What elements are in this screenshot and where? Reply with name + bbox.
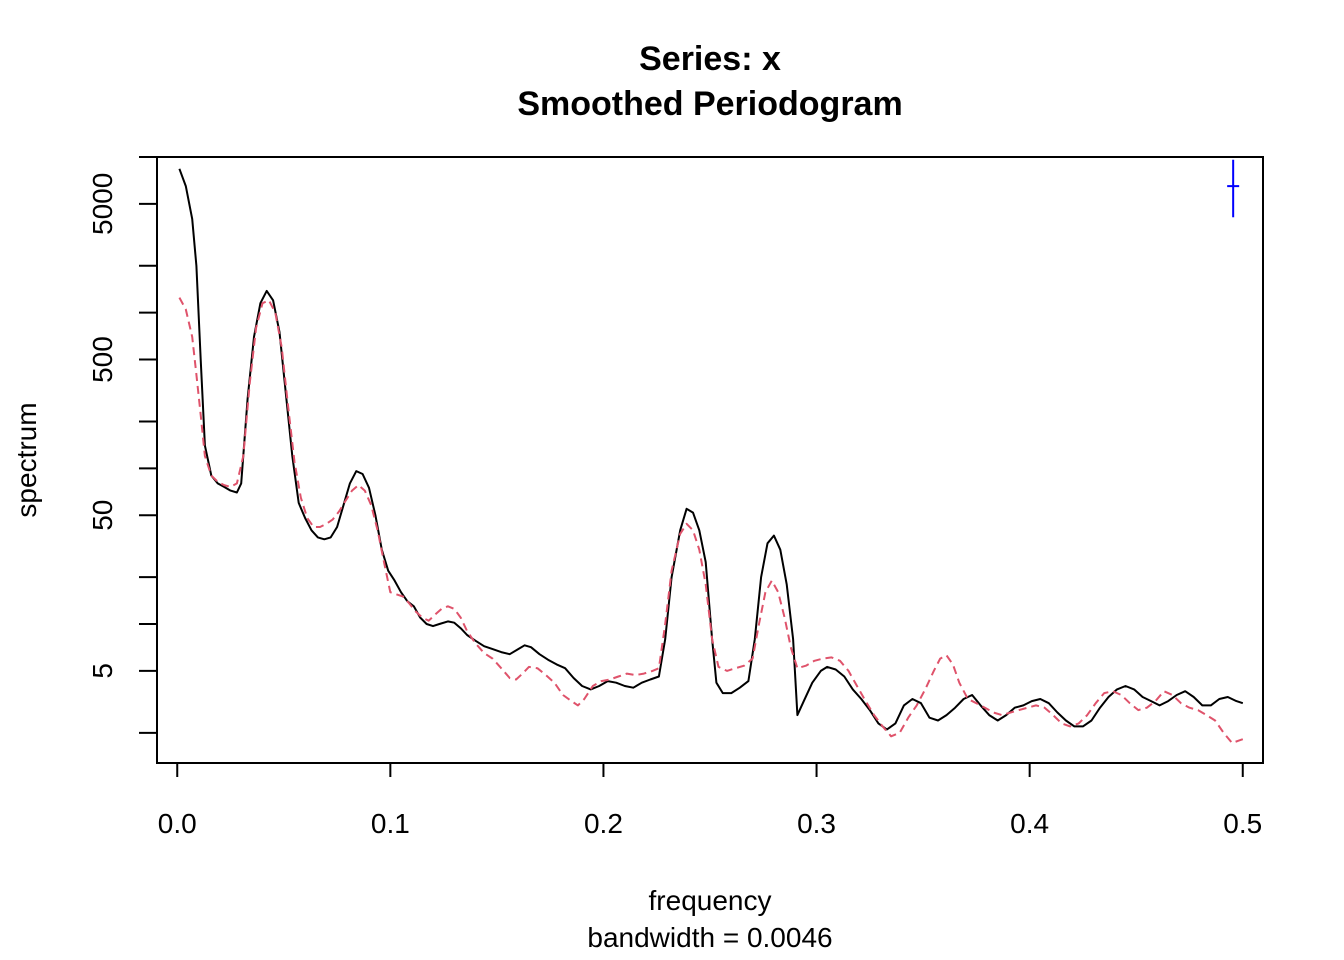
y-tick-label: 50 (87, 500, 118, 531)
series-layer (178, 168, 1244, 744)
x-tick-label: 0.0 (158, 808, 197, 839)
x-tick-label: 0.3 (797, 808, 836, 839)
chart-title: Series: x (639, 40, 781, 78)
x-tick-label: 0.5 (1223, 808, 1262, 839)
x-tick-label: 0.4 (1010, 808, 1049, 839)
y-tick-label: 5000 (87, 173, 118, 235)
x-tick-label: 0.1 (371, 808, 410, 839)
spectrum-line-dashed (178, 297, 1244, 744)
spectrum-line-smoothed (178, 168, 1244, 731)
y-axis: 5 50 500 5000 (87, 156, 157, 734)
x-tick-label: 0.2 (584, 808, 623, 839)
confidence-interval-bar (1227, 159, 1240, 218)
y-tick-label: 500 (87, 336, 118, 383)
chart-subtitle: Smoothed Periodogram (517, 85, 902, 123)
y-axis-label: spectrum (11, 402, 42, 517)
x-axis: 0.0 0.1 0.2 0.3 0.4 0.5 (158, 763, 1262, 839)
x-axis-label: frequency (649, 885, 772, 916)
y-tick-label: 5 (87, 663, 118, 679)
plot-frame (156, 156, 1264, 764)
x-axis-sublabel: bandwidth = 0.0046 (587, 922, 832, 953)
